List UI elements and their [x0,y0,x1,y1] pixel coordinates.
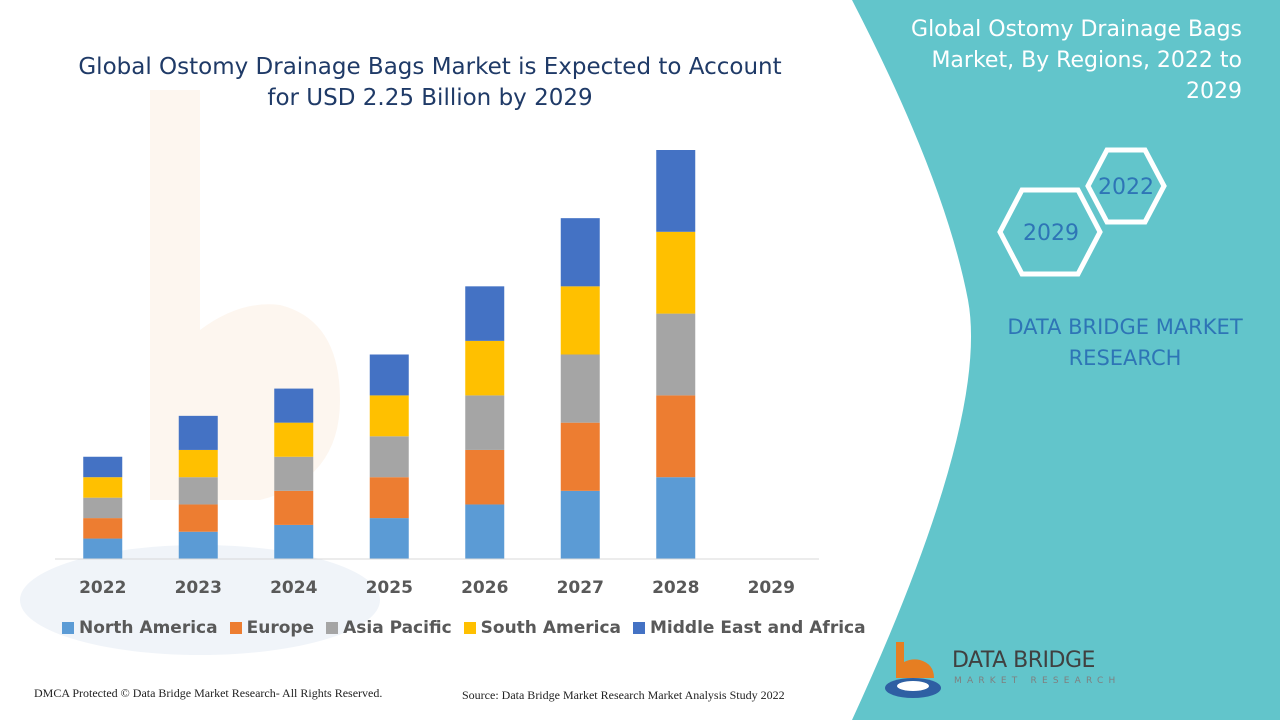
stacked-bar-chart: 2022 2023 2024 2025 2026 2027 2028 2029 [55,150,819,598]
x-tick-label: 2026 [461,578,508,598]
bar-2028-south-america [656,231,696,314]
x-tick-label: 2028 [652,578,699,598]
data-bridge-logo-icon [885,642,941,698]
bar-2022-middle-east-and-africa [83,456,123,478]
legend-item: Middle East and Africa [633,618,866,638]
bar-2026-south-america [465,340,505,396]
bar-2024-south-america [274,422,314,457]
year-hexagons: 2022 2029 [997,147,1167,277]
bar-2022-asia-pacific [83,497,123,519]
bar-2028-asia-pacific [656,313,696,396]
bar-2027-north-america [560,490,600,559]
bar-2028-north-america [656,477,696,559]
hex-label-2022: 2022 [1098,175,1154,200]
bar-2024-asia-pacific [274,456,314,491]
x-tick-label: 2024 [270,578,317,598]
legend-item: South America [463,618,621,638]
bar-2025-north-america [369,518,409,559]
bars-group [83,150,696,559]
x-tick-label: 2029 [748,578,795,598]
bar-2023-europe [178,504,218,532]
brand-text: DATA BRIDGE MARKET RESEARCH [1007,315,1243,370]
bar-2026-north-america [465,504,505,559]
legend-swatch [229,622,242,634]
source-note: Source: Data Bridge Market Research Mark… [462,688,785,702]
bar-2025-asia-pacific [369,436,409,478]
bar-2027-asia-pacific [560,354,600,423]
bar-2028-middle-east-and-africa [656,150,696,232]
legend-swatch [326,622,339,634]
chart-title: Global Ostomy Drainage Bags Market is Ex… [78,54,782,111]
x-tick-labels: 2022 2023 2024 2025 2026 2027 2028 2029 [79,578,795,598]
legend-swatch [633,622,645,634]
bar-2023-north-america [178,531,218,559]
logo-b-shape [896,642,934,678]
bar-2024-north-america [274,524,314,559]
bar-2024-middle-east-and-africa [274,388,314,423]
hex-label-2029: 2029 [1023,221,1079,246]
legend-label: Middle East and Africa [650,618,866,638]
bar-2023-asia-pacific [178,477,218,505]
x-tick-label: 2025 [366,578,413,598]
copyright-notice: DMCA Protected © Data Bridge Market Rese… [34,686,383,700]
bar-2027-europe [560,422,600,491]
bar-2025-europe [369,477,409,519]
teal-side-panel [852,0,1280,720]
bar-2027-south-america [560,286,600,355]
bar-2022-north-america [83,538,123,559]
hex-2029 [997,187,1103,277]
x-tick-label: 2022 [79,578,126,598]
bar-2022-europe [83,518,123,539]
hex-2022 [1085,147,1167,225]
x-tick-label: 2023 [175,578,222,598]
legend-label: South America [480,618,621,638]
legend-swatch [463,622,476,634]
legend-swatch [62,622,74,634]
bar-2027-middle-east-and-africa [560,218,600,287]
bar-2025-middle-east-and-africa [369,354,409,396]
chart-legend: North America Europe Asia Pacific South Ame… [62,617,866,639]
legend-label: Europe [246,618,315,638]
logo-subtitle: MARKET RESEARCH [954,676,1121,686]
bar-2022-south-america [83,477,123,498]
bar-2024-europe [274,490,314,525]
bar-2023-south-america [178,449,218,478]
legend-item: North America [62,618,218,638]
bar-2023-middle-east-and-africa [178,415,218,450]
x-tick-label: 2027 [557,578,604,598]
bar-2028-europe [656,395,696,478]
legend-label: North America [79,618,218,638]
bar-2025-south-america [369,395,409,437]
bar-2026-europe [465,449,505,505]
legend-item: Asia Pacific [326,618,452,638]
legend-item: Europe [229,618,315,638]
side-panel-title: Global Ostomy Drainage Bags Market, By R… [911,17,1242,104]
bar-2026-middle-east-and-africa [465,286,505,341]
logo-name: DATA BRIDGE [952,648,1095,673]
bar-2026-asia-pacific [465,395,505,450]
legend-label: Asia Pacific [343,618,452,638]
